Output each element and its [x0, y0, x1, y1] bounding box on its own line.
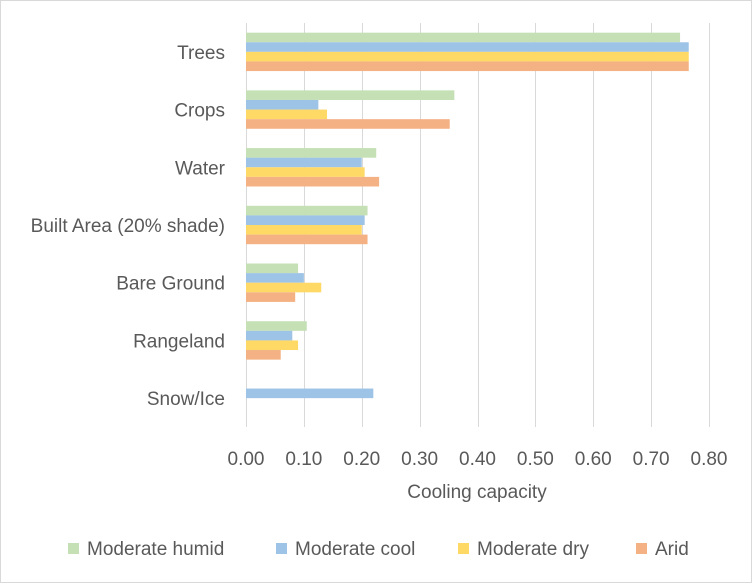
category-label: Water [175, 158, 226, 179]
bar-moderate-dry-0 [246, 51, 689, 62]
category-label: Trees [177, 43, 225, 64]
x-tick-label: 0.40 [459, 449, 496, 470]
bar-moderate-cool-2 [246, 157, 362, 168]
x-tick-label: 0.30 [401, 449, 438, 470]
legend-swatch [458, 543, 469, 554]
legend-entry: Moderate humid [87, 539, 224, 560]
x-tick-label: 0.20 [343, 449, 380, 470]
bar-moderate-humid-1 [246, 90, 455, 100]
category-label: Crops [174, 101, 225, 122]
bar-arid-5 [246, 350, 281, 360]
legend-swatch [636, 543, 647, 554]
bar-moderate-cool-3 [246, 215, 365, 225]
x-tick-label: 0.10 [285, 449, 322, 470]
x-axis-title: Cooling capacity [407, 482, 547, 503]
legend-swatch [68, 543, 79, 554]
bar-moderate-cool-6 [246, 388, 374, 399]
bar-moderate-dry-4 [246, 282, 322, 293]
bars [246, 32, 689, 399]
bar-arid-0 [246, 61, 689, 72]
bar-moderate-dry-3 [246, 225, 362, 235]
bar-moderate-humid-0 [246, 32, 681, 43]
category-label: Rangeland [133, 331, 225, 352]
legend-entry: Moderate dry [477, 539, 589, 560]
legend-entry: Arid [655, 539, 689, 560]
bar-moderate-dry-5 [246, 340, 299, 351]
legend: Moderate humid Moderate cool Moderate dry A… [68, 539, 689, 560]
bar-moderate-cool-0 [246, 42, 689, 52]
bar-moderate-humid-5 [246, 321, 307, 331]
category-label: Built Area (20% shade) [31, 216, 225, 237]
bar-arid-3 [246, 234, 368, 245]
gridlines [246, 23, 710, 427]
x-tick-label: 0.80 [691, 449, 728, 470]
legend-entry: Moderate cool [295, 539, 415, 560]
bar-moderate-humid-2 [246, 148, 377, 158]
bar-moderate-cool-5 [246, 330, 293, 341]
bar-moderate-humid-4 [246, 263, 299, 274]
bar-arid-4 [246, 292, 296, 302]
category-labels: Trees Crops Water Built Area (20% shade) Bar… [31, 43, 226, 410]
x-tick-label: 0.70 [633, 449, 670, 470]
bar-arid-2 [246, 176, 380, 187]
bar-moderate-humid-3 [246, 205, 368, 216]
category-label: Bare Ground [116, 274, 225, 295]
bar-moderate-cool-1 [246, 99, 319, 110]
x-tick-label: 0.60 [575, 449, 612, 470]
bar-arid-1 [246, 119, 450, 129]
x-tick-label: 0.50 [517, 449, 554, 470]
x-tick-labels: 0.00 0.10 0.20 0.30 0.40 0.50 0.60 0.70 0.80 [228, 449, 728, 470]
bar-moderate-dry-2 [246, 167, 365, 177]
legend-swatch [276, 543, 287, 554]
category-label: Snow/Ice [147, 389, 225, 410]
bar-moderate-dry-1 [246, 109, 328, 120]
x-tick-label: 0.00 [228, 449, 265, 470]
bar-moderate-cool-4 [246, 273, 304, 283]
